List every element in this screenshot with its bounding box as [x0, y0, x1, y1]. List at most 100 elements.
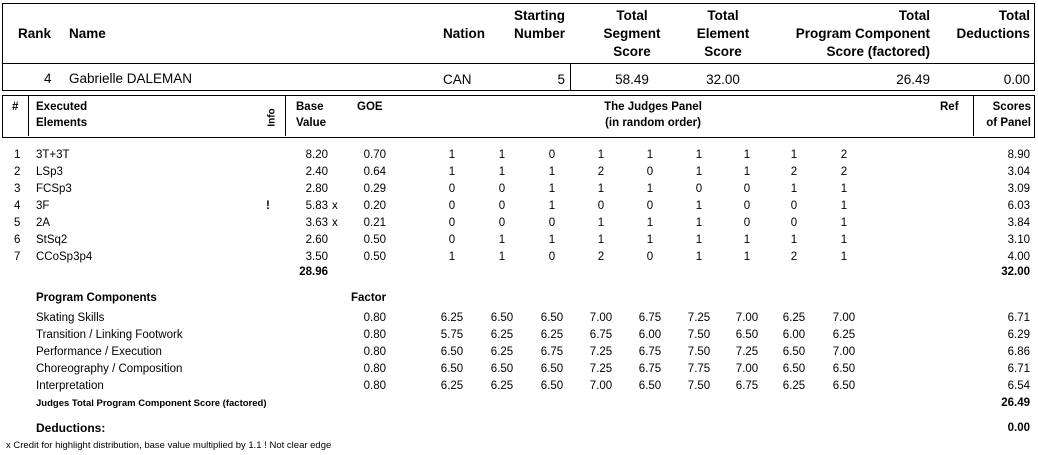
col-ref-label: Ref [940, 101, 959, 113]
col-executed-label-2: Elements [36, 117, 88, 129]
col-info-label: Info [266, 108, 278, 127]
element-number: 3 [14, 183, 21, 195]
judge-mark: 0 [597, 200, 605, 212]
header-labels-frame [2, 3, 1035, 63]
element-panel-score: 6.03 [1007, 200, 1030, 212]
tss-label-1: Total [616, 8, 648, 23]
elements-table-header: # Executed Elements Info Base Value GOE … [2, 95, 1035, 138]
judge-mark: 1 [840, 234, 848, 246]
judge-mark: 1 [743, 234, 751, 246]
judge-mark: 2 [790, 166, 798, 178]
element-name: StSq2 [36, 234, 68, 246]
component-judge-mark: 7.25 [589, 363, 613, 375]
footnote: x Credit for highlight distribution, bas… [6, 440, 332, 451]
pcs-total-value: 26.49 [1001, 397, 1030, 409]
component-judge-mark: 5.75 [440, 329, 464, 341]
ded-label-1: Total [998, 8, 1030, 23]
element-base-flag: x [332, 217, 338, 229]
judge-mark: 1 [790, 183, 798, 195]
nation-value: CAN [443, 72, 472, 87]
judge-mark: 1 [695, 200, 703, 212]
element-base-value: 3.50 [305, 251, 328, 263]
component-judge-mark: 6.50 [782, 363, 806, 375]
tss-label-2: Segment [603, 26, 661, 41]
element-panel-score: 3.09 [1007, 183, 1030, 195]
component-panel-score: 6.54 [1007, 380, 1030, 392]
component-judge-mark: 6.25 [782, 380, 806, 392]
pcs-label-1: Total [898, 8, 930, 23]
component-panel-score: 6.86 [1007, 346, 1030, 358]
element-name: 2A [36, 217, 51, 229]
judge-mark: 1 [597, 183, 605, 195]
component-judge-mark: 6.50 [540, 363, 564, 375]
component-name: Interpretation [36, 380, 104, 392]
starting-number-value: 5 [557, 72, 565, 87]
element-number: 2 [14, 166, 21, 178]
element-number: 7 [14, 251, 21, 263]
col-executed-label-1: Executed [36, 101, 88, 113]
judge-mark: 1 [743, 251, 751, 263]
element-panel-score: 3.04 [1007, 166, 1030, 178]
header-divider [570, 63, 571, 91]
component-judge-mark: 6.50 [440, 346, 464, 358]
component-judge-mark: 7.00 [735, 363, 759, 375]
judge-mark: 1 [448, 149, 456, 161]
col-scores-label-1: Scores [992, 101, 1031, 113]
element-number: 1 [14, 149, 21, 161]
element-name: FCSp3 [36, 183, 72, 195]
tss-value: 58.49 [615, 72, 649, 87]
element-base-value: 2.60 [305, 234, 328, 246]
judge-mark: 1 [448, 166, 456, 178]
judge-mark: 0 [548, 149, 556, 161]
tes-value: 32.00 [706, 72, 740, 87]
component-judge-mark: 6.75 [638, 363, 662, 375]
col-divider [28, 96, 29, 136]
rank-value: 4 [44, 71, 52, 86]
judge-mark: 0 [743, 183, 751, 195]
component-judge-mark: 6.50 [540, 380, 564, 392]
element-goe: 0.64 [363, 166, 386, 178]
component-judge-mark: 7.50 [687, 329, 711, 341]
deductions-label: Deductions: [36, 421, 106, 435]
element-base-value: 2.80 [305, 183, 328, 195]
rank-label: Rank [18, 26, 52, 41]
component-judge-mark: 7.25 [735, 346, 759, 358]
element-number: 5 [14, 217, 21, 229]
judge-mark: 1 [695, 251, 703, 263]
judge-mark: 2 [790, 251, 798, 263]
judge-mark: 1 [448, 251, 456, 263]
component-factor: 0.80 [363, 312, 386, 324]
deductions-value: 0.00 [1003, 72, 1030, 87]
tss-label-3: Score [613, 44, 651, 59]
tes-label-2: Element [696, 26, 750, 41]
judge-mark: 1 [498, 149, 506, 161]
col-scores-label-2: of Panel [986, 117, 1031, 129]
judge-mark: 1 [743, 166, 751, 178]
element-base-value: 8.20 [305, 149, 328, 161]
judge-mark: 0 [498, 183, 506, 195]
element-base-value: 2.40 [305, 166, 328, 178]
program-components-title: Program Components [36, 292, 157, 304]
judge-mark: 1 [646, 217, 654, 229]
deductions-total: 0.00 [1007, 422, 1030, 434]
col-goe-label: GOE [357, 101, 383, 113]
element-goe: 0.70 [363, 149, 386, 161]
judge-mark: 1 [840, 217, 848, 229]
pcs-value: 26.49 [896, 72, 930, 87]
judge-mark: 1 [498, 166, 506, 178]
component-judge-mark: 7.75 [687, 363, 711, 375]
component-judge-mark: 6.75 [589, 329, 613, 341]
component-judge-mark: 7.00 [735, 312, 759, 324]
element-panel-score: 4.00 [1007, 251, 1030, 263]
judge-mark: 2 [597, 251, 605, 263]
skater-summary-header: Rank Name Nation Starting Number Total S… [2, 3, 1035, 91]
judge-mark: 1 [743, 149, 751, 161]
judge-mark: 1 [695, 217, 703, 229]
judge-mark: 1 [840, 251, 848, 263]
component-judge-mark: 6.00 [638, 329, 662, 341]
header-values-frame [2, 63, 1035, 91]
element-base-value: 3.63 [305, 217, 328, 229]
col-divider [285, 96, 286, 136]
component-judge-mark: 7.00 [589, 312, 613, 324]
base-value-total: 28.96 [299, 266, 328, 278]
